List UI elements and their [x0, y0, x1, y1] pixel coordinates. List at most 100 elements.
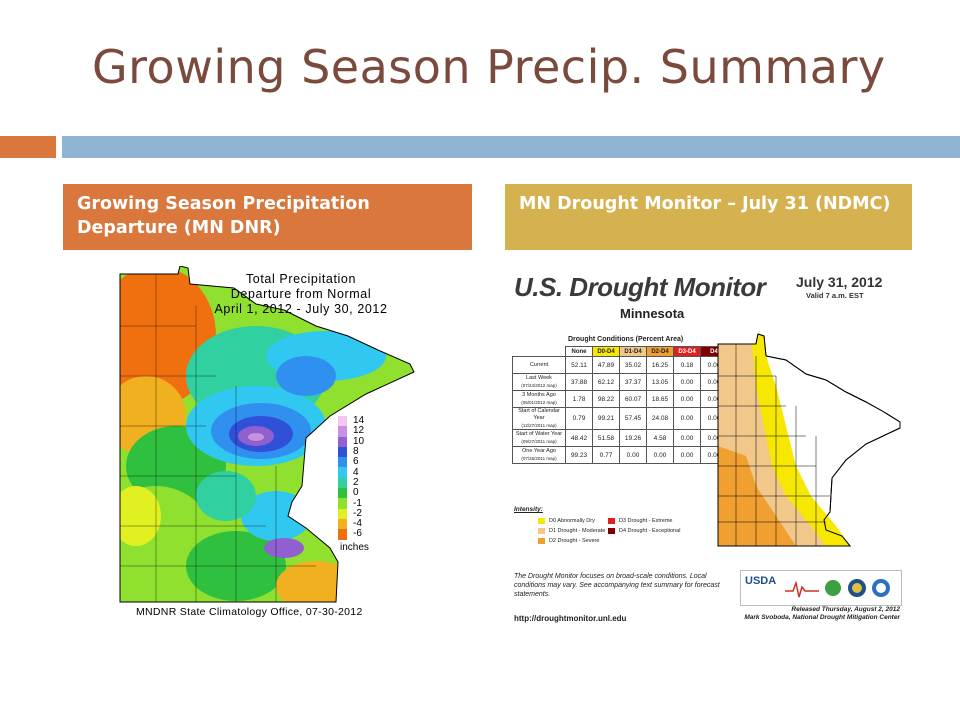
legend-item: 2	[338, 476, 369, 489]
row-label-note: (07/26/2011 map)	[521, 456, 557, 461]
legend-item: 12	[338, 426, 369, 437]
table-cell: 18.65	[646, 390, 674, 408]
table-row: Current 52.11 47.89 35.02 16.25 0.18 0.00	[512, 356, 728, 374]
legend-label: 2	[353, 476, 359, 488]
table-header-cell: D0-D4	[592, 346, 620, 357]
intensity-label: D2 Drought - Severe	[549, 538, 600, 544]
row-label-text: One Year Ago	[522, 448, 556, 454]
legend-item: -1	[338, 497, 369, 509]
left-column-header: Growing Season Precipitation Departure (…	[63, 184, 472, 250]
row-label-text: Start of Water Year	[515, 431, 563, 437]
legend-label: -2	[353, 507, 362, 519]
table-cell: 98.22	[592, 390, 620, 408]
table-header-cell: D1-D4	[619, 346, 647, 357]
legend-swatch	[338, 436, 347, 447]
legend-label: 8	[353, 446, 359, 458]
table-cell: 0.00	[619, 446, 647, 464]
drought-conditions-table: None D0-D4 D1-D4 D2-D4 D3-D4 D4 Current 52.11 47…	[512, 346, 728, 464]
table-cell: 0.00	[673, 446, 701, 464]
table-cell: 13.05	[646, 373, 674, 391]
drought-monitor-panel: U.S. Drought Monitor Minnesota July 31, …	[508, 266, 910, 630]
partner-logos-icon	[785, 579, 890, 598]
legend-swatch	[338, 529, 347, 540]
legend-label: 6	[353, 456, 359, 468]
legend-item: 14	[338, 416, 369, 427]
legend-swatch	[338, 498, 347, 509]
legend-swatch	[338, 508, 347, 519]
table-cell: 0.77	[592, 446, 620, 464]
table-cell: 51.58	[592, 429, 620, 447]
drought-monitor-date: July 31, 2012	[796, 274, 883, 290]
row-label-text: Current	[529, 361, 549, 368]
intensity-item: D3 Drought - Extreme	[608, 518, 673, 524]
intensity-swatch	[538, 528, 545, 534]
intensity-swatch	[608, 528, 615, 534]
table-cell: 99.23	[565, 446, 593, 464]
table-cell: 99.21	[592, 407, 620, 430]
right-column-header: MN Drought Monitor – July 31 (NDMC)	[505, 184, 912, 250]
precip-departure-map: Total Precipitation Departure from Norma…	[116, 266, 420, 618]
table-cell: 35.02	[619, 356, 647, 374]
drought-monitor-title: U.S. Drought Monitor	[514, 272, 766, 302]
drought-monitor-subtitle: Minnesota	[620, 306, 685, 321]
table-cell: 37.37	[619, 373, 647, 391]
intensity-item: D2 Drought - Severe	[538, 538, 599, 544]
legend-label: 10	[353, 435, 365, 447]
table-row-label: 3 Months Ago (05/01/2012 map)	[512, 390, 566, 408]
table-cell: 52.11	[565, 356, 593, 374]
precip-legend: 14 12 10 8 6 4 2 0 -1 -2 -4 -6 inches	[338, 416, 369, 553]
legend-item: 8	[338, 446, 369, 458]
table-header-cell: D2-D4	[646, 346, 674, 357]
table-row: Start of Calendar Year (12/27/2011 map) 0.…	[512, 407, 728, 430]
legend-label: -1	[353, 497, 362, 509]
legend-item: -2	[338, 507, 369, 519]
row-label-text: Last Week	[526, 375, 552, 381]
legend-swatch	[338, 446, 347, 458]
table-row: Start of Water Year (09/27/2011 map) 48.42…	[512, 429, 728, 447]
row-label-note: (12/27/2011 map)	[521, 423, 557, 428]
table-cell: 19.26	[619, 429, 647, 447]
legend-swatch	[338, 457, 347, 468]
legend-item: 0	[338, 487, 369, 499]
drought-monitor-release: Released Thursday, August 2, 2012 Mark S…	[730, 606, 900, 622]
intensity-legend-title: Intensity:	[514, 506, 543, 513]
accent-bar-blue	[62, 136, 960, 158]
legend-item: 6	[338, 456, 369, 468]
legend-item: 4	[338, 467, 369, 478]
table-header-cell: None	[565, 346, 593, 357]
row-label-note: (09/27/2011 map)	[521, 439, 557, 444]
table-cell: 60.07	[619, 390, 647, 408]
table-cell: 0.79	[565, 407, 593, 430]
legend-swatch	[338, 416, 347, 427]
table-cell: 16.25	[646, 356, 674, 374]
row-label-text: 3 Months Ago	[522, 392, 556, 398]
drought-monitor-valid: Valid 7 a.m. EST	[806, 291, 864, 300]
drought-table-title: Drought Conditions (Percent Area)	[568, 336, 684, 343]
legend-unit: inches	[340, 541, 369, 553]
intensity-label: D0 Abnormally Dry	[549, 518, 595, 524]
table-cell: 47.89	[592, 356, 620, 374]
table-cell: 0.00	[646, 446, 674, 464]
precip-map-footer: MNDNR State Climatology Office, 07-30-20…	[136, 606, 363, 618]
table-row-label: Start of Water Year (09/27/2011 map)	[512, 429, 566, 447]
table-row-label: One Year Ago (07/26/2011 map)	[512, 446, 566, 464]
legend-label: -6	[353, 528, 362, 540]
intensity-swatch	[538, 538, 545, 544]
release-author: Mark Svoboda, National Drought Mitigatio…	[744, 614, 900, 621]
legend-swatch	[338, 426, 347, 437]
table-cell: 1.78	[565, 390, 593, 408]
intensity-item: D1 Drought - Moderate	[538, 528, 605, 534]
usda-logo: USDA	[745, 575, 777, 587]
legend-swatch	[338, 467, 347, 478]
intensity-item: D0 Abnormally Dry	[538, 518, 595, 524]
intensity-label: D1 Drought - Moderate	[549, 528, 606, 534]
release-date: Released Thursday, August 2, 2012	[791, 606, 900, 613]
table-row-label: Last Week (07/24/2012 map)	[512, 373, 566, 391]
table-row: 3 Months Ago (05/01/2012 map) 1.78 98.22 60.…	[512, 390, 728, 408]
intensity-swatch	[608, 518, 615, 524]
legend-label: 0	[353, 487, 359, 499]
precip-map-title-line-2: Departure from Normal	[230, 287, 372, 301]
minnesota-precip-map-graphic	[119, 266, 415, 603]
drought-monitor-url[interactable]: http://droughtmonitor.unl.edu	[514, 614, 627, 623]
table-cell: 24.08	[646, 407, 674, 430]
